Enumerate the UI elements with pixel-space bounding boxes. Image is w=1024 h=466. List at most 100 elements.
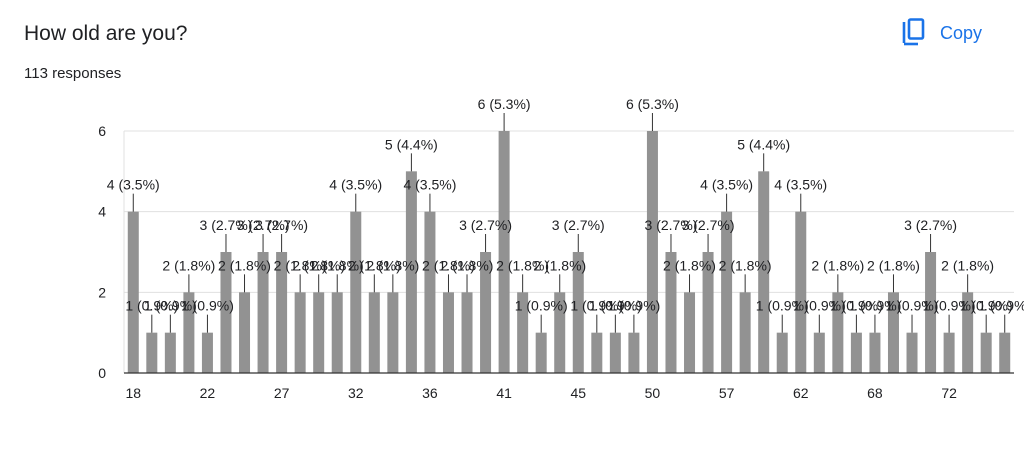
bar[interactable] — [702, 252, 714, 373]
data-label: 2 (1.8%) — [311, 257, 364, 273]
bar[interactable] — [850, 332, 862, 373]
bar[interactable] — [350, 211, 362, 373]
bar[interactable] — [480, 252, 492, 373]
bar[interactable] — [758, 171, 770, 373]
bar[interactable] — [331, 292, 343, 373]
data-label: 1 (0.9%) — [756, 298, 809, 314]
data-label: 2 (1.8%) — [867, 257, 920, 273]
bar[interactable] — [869, 332, 881, 373]
data-label: 2 (1.8%) — [274, 257, 327, 273]
bar[interactable] — [609, 332, 621, 373]
bar[interactable] — [535, 332, 547, 373]
copy-chart-button[interactable]: Copy — [900, 18, 982, 48]
y-tick-label: 2 — [98, 284, 106, 300]
data-label: 1 (0.9%) — [960, 298, 1013, 314]
data-label: 1 (0.9%) — [830, 298, 883, 314]
data-label: 1 (0.9%) — [144, 298, 197, 314]
data-label: 2 (1.8%) — [533, 257, 586, 273]
bar[interactable] — [832, 292, 844, 373]
data-label: 3 (2.7%) — [459, 217, 512, 233]
x-tick-label: 45 — [570, 385, 586, 401]
x-tick-label: 57 — [719, 385, 735, 401]
bar[interactable] — [405, 171, 417, 373]
bar[interactable] — [980, 332, 992, 373]
x-tick-label: 62 — [793, 385, 809, 401]
bar[interactable] — [665, 252, 677, 373]
bar[interactable] — [776, 332, 788, 373]
bar[interactable] — [925, 252, 937, 373]
data-label: 2 (1.8%) — [348, 257, 401, 273]
data-label: 4 (3.5%) — [329, 177, 382, 193]
bar[interactable] — [183, 292, 195, 373]
bar[interactable] — [721, 211, 733, 373]
data-label: 4 (3.5%) — [107, 177, 160, 193]
y-tick-label: 0 — [98, 365, 106, 381]
data-label: 1 (0.9%) — [181, 298, 234, 314]
bar[interactable] — [368, 292, 380, 373]
bar[interactable] — [999, 332, 1011, 373]
data-label: 5 (4.4%) — [385, 136, 438, 152]
bar[interactable] — [795, 211, 807, 373]
data-label: 1 (0.9%) — [589, 298, 642, 314]
copy-label: Copy — [940, 22, 983, 43]
bar[interactable] — [461, 292, 473, 373]
bar[interactable] — [294, 292, 306, 373]
bar[interactable] — [201, 332, 213, 373]
bar[interactable] — [739, 292, 751, 373]
x-tick-label: 41 — [496, 385, 512, 401]
x-tick-label: 36 — [422, 385, 438, 401]
bar[interactable] — [498, 131, 510, 373]
bar[interactable] — [962, 292, 974, 373]
bar[interactable] — [146, 332, 158, 373]
data-label: 1 (0.9%) — [125, 298, 178, 314]
data-label: 2 (1.8%) — [719, 257, 772, 273]
data-label: 2 (1.8%) — [218, 257, 271, 273]
data-label: 4 (3.5%) — [403, 177, 456, 193]
bar[interactable] — [387, 292, 399, 373]
data-label: 2 (1.8%) — [441, 257, 494, 273]
data-label: 1 (0.9%) — [848, 298, 901, 314]
bar[interactable] — [554, 292, 566, 373]
bar[interactable] — [628, 332, 640, 373]
data-label: 1 (0.9%) — [515, 298, 568, 314]
bar[interactable] — [813, 332, 825, 373]
data-label: 1 (0.9%) — [978, 298, 1024, 314]
bar[interactable] — [442, 292, 454, 373]
data-label: 3 (2.7%) — [682, 217, 735, 233]
data-label: 1 (0.9%) — [923, 298, 976, 314]
bar[interactable] — [572, 252, 584, 373]
data-label: 2 (1.8%) — [496, 257, 549, 273]
y-tick-label: 4 — [98, 204, 106, 220]
data-label: 3 (2.7%) — [904, 217, 957, 233]
x-tick-label: 68 — [867, 385, 883, 401]
bar[interactable] — [943, 332, 955, 373]
bar[interactable] — [257, 252, 269, 373]
bar[interactable] — [424, 211, 436, 373]
data-label: 2 (1.8%) — [292, 257, 345, 273]
data-label: 3 (2.7%) — [552, 217, 605, 233]
data-label: 1 (0.9%) — [570, 298, 623, 314]
data-label: 2 (1.8%) — [162, 257, 215, 273]
x-tick-label: 50 — [645, 385, 661, 401]
bar[interactable] — [906, 332, 918, 373]
chart-axes: 0 2 4 6 18 22 27 32 36 41 45 50 57 62 68 72 — [98, 123, 1014, 401]
bar[interactable] — [591, 332, 603, 373]
bar[interactable] — [517, 292, 529, 373]
bar[interactable] — [887, 292, 899, 373]
data-label: 2 (1.8%) — [366, 257, 419, 273]
response-count: 113 responses — [24, 65, 122, 82]
bar[interactable] — [220, 252, 232, 373]
bar[interactable] — [164, 332, 176, 373]
data-label: 1 (0.9%) — [793, 298, 846, 314]
data-label: 3 (2.7%) — [237, 217, 290, 233]
data-label: 3 (2.7%) — [200, 217, 253, 233]
bar[interactable] — [646, 131, 658, 373]
x-tick-label: 72 — [941, 385, 957, 401]
bar[interactable] — [127, 211, 139, 373]
bar[interactable] — [313, 292, 325, 373]
bar[interactable] — [239, 292, 251, 373]
bar[interactable] — [276, 252, 288, 373]
x-tick-label: 22 — [200, 385, 216, 401]
bar[interactable] — [684, 292, 696, 373]
data-label: 2 (1.8%) — [941, 257, 994, 273]
